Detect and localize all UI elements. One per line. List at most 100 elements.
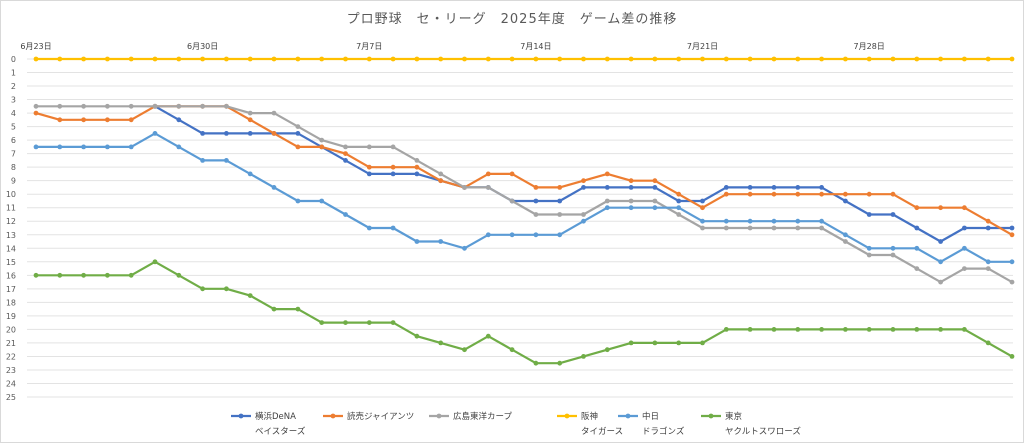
- y-tick-label: 10: [6, 190, 16, 199]
- data-point: [533, 198, 539, 204]
- data-point: [819, 225, 824, 231]
- data-point: [985, 225, 991, 231]
- data-point: [319, 137, 325, 143]
- data-point: [57, 103, 63, 109]
- legend-swatch-marker: [330, 413, 336, 419]
- data-point: [747, 191, 753, 197]
- data-point: [462, 347, 467, 353]
- data-point: [723, 225, 729, 231]
- y-tick-label: 11: [6, 204, 16, 213]
- y-tick-label: 19: [6, 312, 16, 321]
- data-point: [795, 56, 801, 62]
- series-4: [33, 131, 1015, 265]
- data-point: [1009, 56, 1015, 62]
- data-point: [295, 144, 301, 150]
- data-point: [723, 56, 729, 62]
- y-tick-label: 16: [6, 271, 16, 280]
- data-point: [866, 327, 872, 332]
- data-point: [295, 198, 301, 204]
- x-date-label: 7月7日: [356, 42, 382, 51]
- legend-label-line2: タイガース: [581, 426, 623, 437]
- data-point: [33, 103, 39, 109]
- data-point: [795, 327, 801, 332]
- y-tick-label: 0: [11, 55, 16, 64]
- data-point: [57, 272, 63, 278]
- data-point: [962, 266, 967, 271]
- data-point: [676, 205, 682, 211]
- y-tick-label: 24: [6, 379, 16, 388]
- data-point: [533, 56, 539, 62]
- data-point: [771, 327, 777, 332]
- x-date-label: 7月28日: [854, 42, 885, 51]
- data-point: [985, 340, 991, 346]
- data-point: [438, 171, 444, 177]
- y-tick-label: 7: [11, 150, 16, 159]
- data-point: [366, 144, 372, 150]
- y-tick-label: 17: [6, 285, 16, 294]
- data-point: [295, 124, 301, 129]
- data-point: [343, 151, 348, 157]
- data-point: [938, 259, 943, 265]
- data-point: [271, 110, 277, 116]
- data-point: [890, 252, 896, 258]
- data-point: [247, 131, 253, 136]
- data-point: [652, 56, 658, 62]
- data-point: [390, 164, 396, 170]
- data-point: [271, 306, 277, 312]
- data-point: [152, 259, 158, 265]
- series-5: [33, 259, 1015, 366]
- data-point: [747, 225, 753, 231]
- data-point: [962, 327, 967, 332]
- data-point: [57, 144, 63, 150]
- legend-label: 阪神: [581, 411, 598, 422]
- data-point: [414, 158, 420, 163]
- data-point: [105, 56, 110, 62]
- data-point: [485, 56, 491, 62]
- data-point: [557, 198, 563, 204]
- x-axis-date-labels: 6月23日 6月30日 7月7日 7月14日 7月21日 7月28日: [20, 42, 884, 51]
- y-tick-label: 2: [11, 82, 16, 91]
- data-point: [771, 185, 777, 190]
- data-point: [795, 225, 801, 231]
- y-tick-label: 8: [11, 163, 16, 172]
- y-tick-label: 18: [6, 298, 16, 307]
- data-point: [581, 178, 586, 184]
- legend-label: 横浜DeNA: [255, 411, 296, 422]
- data-point: [366, 164, 372, 170]
- data-point: [914, 225, 920, 231]
- data-point: [414, 171, 420, 177]
- data-point: [224, 158, 229, 163]
- data-point: [604, 205, 610, 211]
- data-point: [319, 320, 325, 325]
- series-3: [33, 56, 1015, 62]
- y-tick-label: 4: [11, 109, 16, 118]
- y-tick-label: 6: [11, 136, 16, 145]
- legend-label: 中日: [642, 411, 659, 422]
- data-point: [676, 198, 682, 204]
- data-point: [866, 191, 872, 197]
- data-point: [1009, 225, 1015, 231]
- data-point: [866, 245, 872, 251]
- data-point: [533, 232, 539, 238]
- data-point: [271, 56, 277, 62]
- data-point: [319, 144, 325, 150]
- series-line: [34, 105, 1014, 284]
- data-point: [771, 218, 777, 224]
- data-point: [628, 198, 634, 204]
- data-point: [723, 191, 729, 197]
- data-point: [700, 340, 705, 346]
- x-date-label: 7月21日: [687, 42, 718, 51]
- y-tick-label: 15: [6, 258, 16, 267]
- data-point: [557, 56, 563, 62]
- data-point: [366, 171, 372, 177]
- data-point: [938, 327, 943, 332]
- data-point: [128, 144, 134, 150]
- data-point: [509, 56, 515, 62]
- data-point: [819, 56, 824, 62]
- legend-swatch-marker: [708, 413, 714, 419]
- data-point: [247, 117, 253, 123]
- series-lines: [33, 56, 1015, 366]
- data-point: [200, 56, 206, 62]
- data-point: [200, 103, 206, 109]
- y-tick-label: 3: [11, 96, 16, 105]
